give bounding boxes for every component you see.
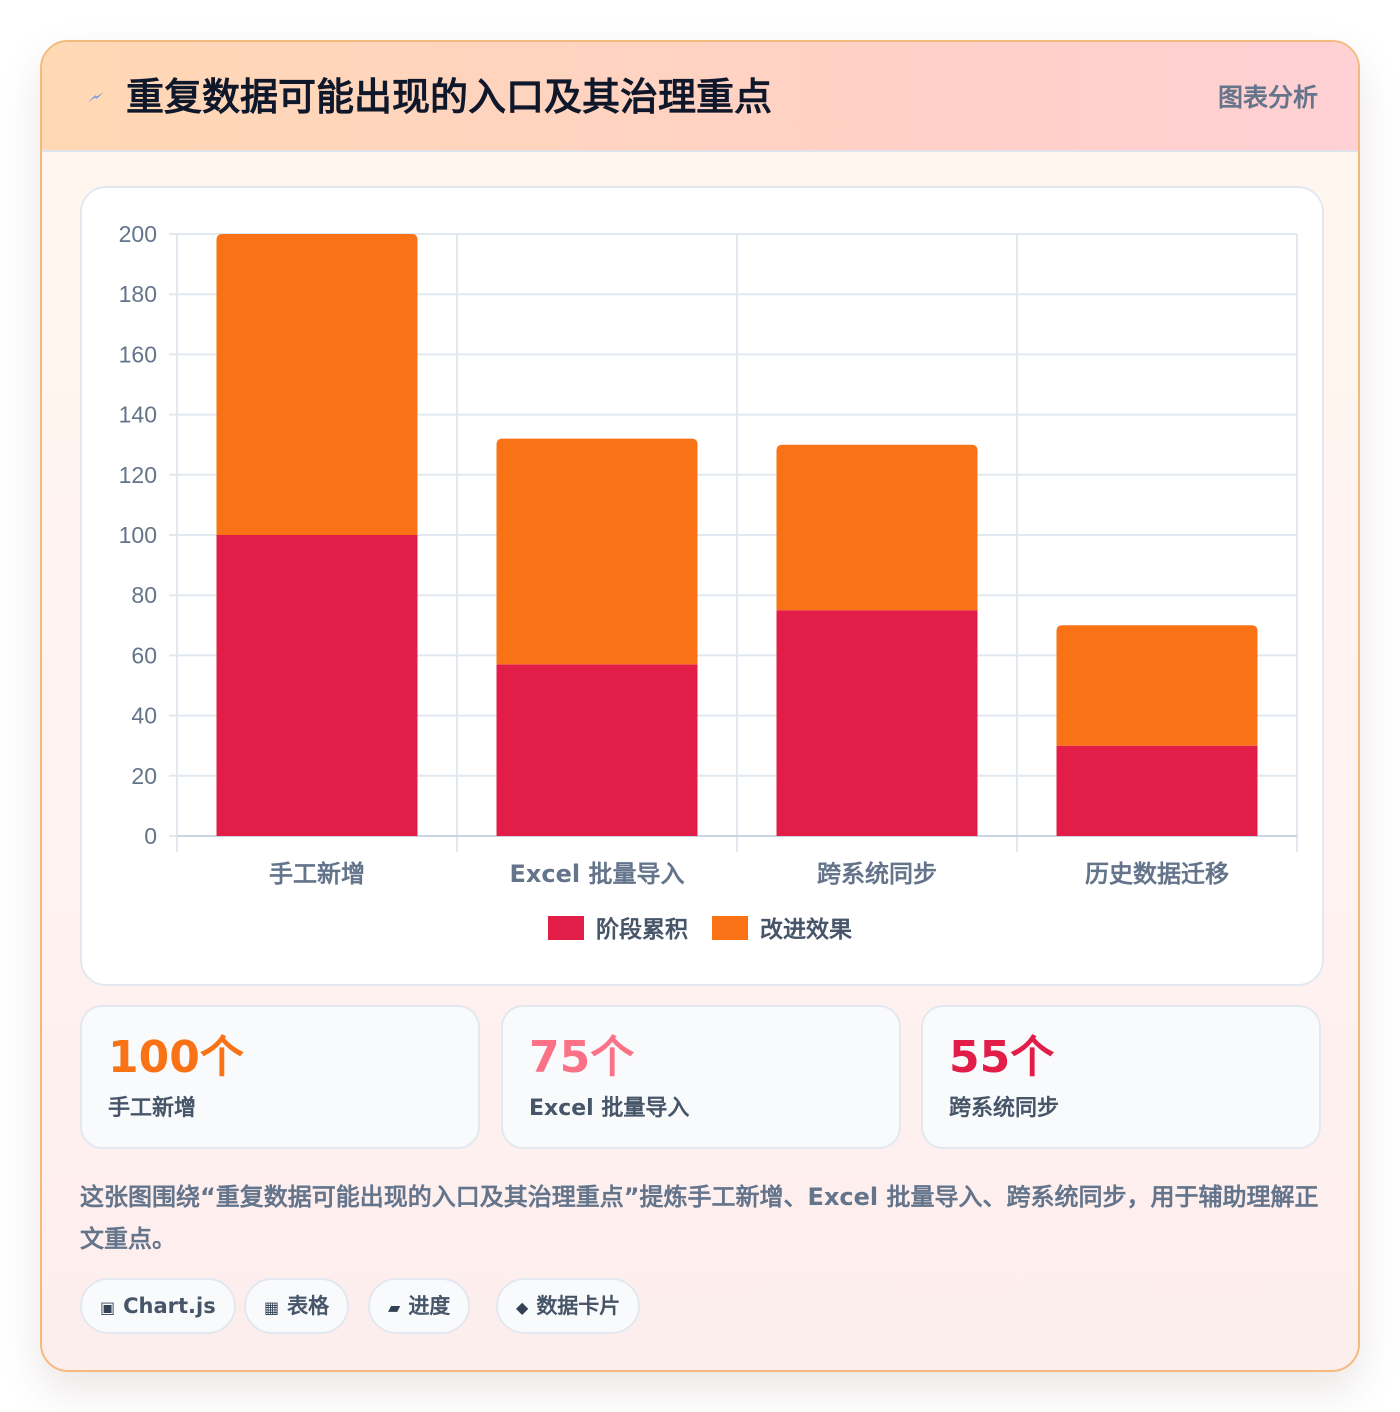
chart-card: 重复数据可能出现的入口及其治理重点 图表分析 0 20 40 60 80 100 120 14… (40, 40, 1360, 1372)
chart-analysis-tag: 图表分析 (1217, 83, 1318, 112)
bar-segment (216, 535, 418, 836)
tag-table[interactable]: ▦ 表格 (244, 1278, 350, 1334)
y-tick-label: 60 (131, 642, 157, 668)
legend-swatch (548, 916, 584, 940)
legend-label: 阶段累积 (596, 916, 688, 943)
tag-data-card[interactable]: ◆ 数据卡片 (496, 1278, 641, 1334)
y-tick-label: 20 (131, 763, 157, 789)
bar-segment (776, 610, 978, 836)
y-tick-label: 180 (119, 281, 157, 307)
tag-chartjs[interactable]: ▣ Chart.js (80, 1278, 236, 1334)
legend-swatch (712, 916, 748, 940)
chart-icon: ▣ (100, 1298, 116, 1317)
y-tick-label: 140 (119, 402, 157, 428)
pill-label: 表格 (287, 1294, 330, 1318)
stacked-bar-chart: 0 20 40 60 80 100 120 140 160 180 200 手工新增 Excel 批量导… (119, 221, 1298, 943)
stat-value: 100个 (108, 1032, 244, 1083)
y-tick-label: 80 (131, 582, 157, 608)
bar-segment (776, 444, 978, 611)
x-tick-label: 历史数据迁移 (1085, 860, 1229, 888)
y-tick-label: 160 (119, 341, 157, 367)
tag-progress[interactable]: ▰ 进度 (368, 1278, 471, 1334)
y-tick-label: 120 (119, 462, 157, 488)
stat-label: Excel 批量导入 (529, 1096, 690, 1121)
stat-label: 手工新增 (108, 1096, 197, 1121)
bar-segment (1056, 625, 1258, 746)
x-tick-label: 跨系统同步 (817, 860, 937, 888)
bar-segment (496, 664, 698, 836)
chart-panel: 0 20 40 60 80 100 120 140 160 180 200 手工新增 Excel 批量导… (80, 186, 1324, 986)
diamond-icon: ◆ (516, 1298, 529, 1317)
stat-value: 55个 (949, 1032, 1055, 1083)
pill-label: 进度 (408, 1294, 451, 1318)
chart-title: 重复数据可能出现的入口及其治理重点 (126, 75, 773, 119)
stat-card-sync: 55个 跨系统同步 (921, 1005, 1321, 1149)
y-tick-label: 0 (144, 823, 157, 849)
stat-card-excel: 75个 Excel 批量导入 (501, 1005, 901, 1149)
pill-label: 数据卡片 (536, 1294, 621, 1318)
table-icon: ▦ (264, 1298, 280, 1317)
y-tick-label: 40 (131, 703, 157, 729)
stat-card-manual: 100个 手工新增 (80, 1005, 480, 1149)
pill-label: Chart.js (123, 1294, 216, 1318)
chart-description: 这张图围绕“重复数据可能出现的入口及其治理重点”提炼手工新增、Excel 批量导… (80, 1183, 1319, 1253)
y-tick-label: 200 (119, 221, 157, 247)
y-tick-label: 100 (119, 522, 157, 548)
x-tick-label: Excel 批量导入 (510, 860, 685, 888)
card-header: 重复数据可能出现的入口及其治理重点 图表分析 (42, 42, 1358, 152)
bar-segment (1056, 745, 1258, 836)
lightning-icon (88, 92, 104, 102)
x-tick-label: 手工新增 (269, 860, 365, 888)
bar-segment (496, 438, 698, 665)
progress-icon: ▰ (388, 1298, 401, 1317)
bar-segment (216, 234, 418, 535)
legend-label: 改进效果 (760, 916, 852, 943)
stat-value: 75个 (529, 1032, 635, 1083)
stat-label: 跨系统同步 (949, 1096, 1060, 1121)
